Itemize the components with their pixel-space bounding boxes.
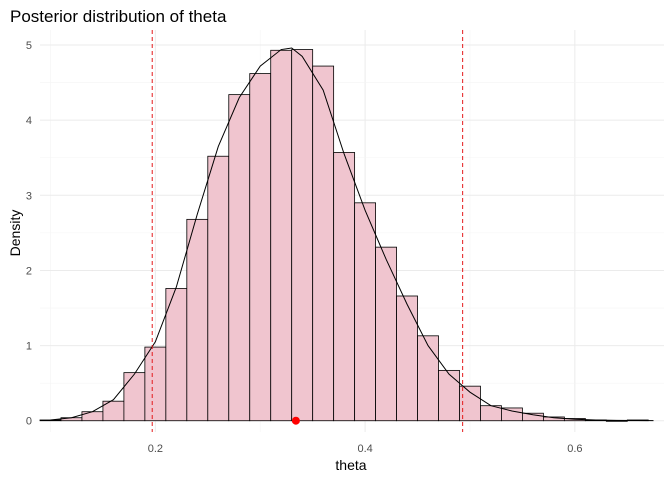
- x-tick-label: 0.2: [148, 443, 163, 455]
- histogram-bar: [396, 295, 418, 422]
- histogram-bar: [417, 335, 439, 422]
- histogram-bar: [186, 218, 209, 422]
- histogram-bar: [459, 385, 481, 422]
- histogram-bar: [165, 288, 188, 422]
- credible-interval-lines: [151, 30, 464, 432]
- x-axis-ticks: 0.2 0.4 0.6: [148, 443, 583, 455]
- histogram-bar: [354, 202, 376, 422]
- histogram-bar: [249, 73, 272, 422]
- y-tick-label: 0: [26, 416, 32, 428]
- y-axis-ticks: 0 1 2 3 4 5: [26, 40, 32, 428]
- x-axis-label: theta: [335, 457, 366, 473]
- x-tick-label: 0.6: [567, 443, 582, 455]
- histogram-bar: [333, 152, 356, 422]
- histogram-bar: [501, 407, 523, 422]
- histogram-bar: [438, 369, 460, 422]
- density-curve: [50, 47, 654, 422]
- y-axis-label: Density: [7, 210, 23, 257]
- y-tick-label: 3: [26, 190, 32, 202]
- histogram-bar: [312, 65, 335, 422]
- histogram-bars: [39, 49, 649, 422]
- histogram-bar: [375, 246, 397, 422]
- y-tick-label: 4: [26, 115, 32, 127]
- point-estimate: [291, 416, 300, 425]
- histogram-bar: [123, 372, 146, 422]
- histogram-bar: [144, 346, 167, 422]
- y-tick-label: 1: [26, 341, 32, 353]
- histogram-bar: [207, 155, 230, 422]
- y-tick-label: 2: [26, 265, 32, 277]
- chart-title: Posterior distribution of theta: [10, 7, 227, 26]
- histogram-bar: [270, 49, 293, 422]
- histogram-bar: [228, 94, 251, 422]
- histogram-bar: [39, 419, 62, 422]
- x-tick-label: 0.4: [357, 443, 372, 455]
- y-tick-label: 5: [26, 40, 32, 52]
- histogram-bar: [291, 49, 314, 422]
- histogram-bar: [81, 411, 104, 422]
